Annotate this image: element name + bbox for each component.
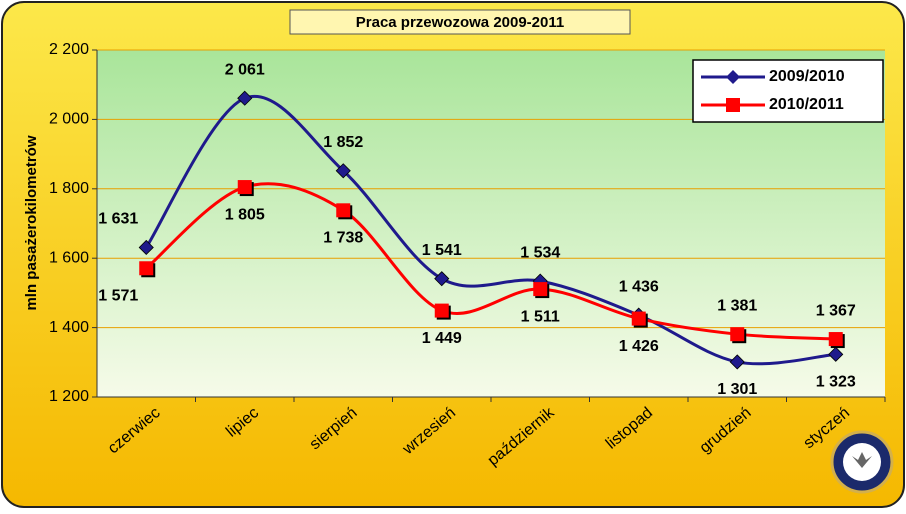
emblem — [830, 430, 894, 494]
data-label: 1 381 — [717, 297, 757, 314]
marker — [336, 203, 351, 218]
marker — [730, 327, 745, 342]
marker — [139, 261, 154, 276]
data-label: 1 367 — [816, 302, 856, 319]
y-tick-label: 1 400 — [49, 319, 89, 336]
data-label: 2 061 — [225, 61, 265, 78]
marker — [237, 180, 252, 195]
data-label: 1 805 — [225, 206, 265, 223]
chart-title: Praca przewozowa 2009-2011 — [356, 14, 564, 31]
data-label: 1 631 — [98, 211, 138, 228]
data-label: 1 426 — [619, 338, 659, 355]
marker — [237, 90, 253, 106]
data-label: 1 436 — [619, 278, 659, 295]
y-tick-label: 1 800 — [49, 180, 89, 197]
data-label: 1 541 — [422, 242, 462, 259]
y-tick-label: 1 200 — [49, 388, 89, 405]
marker — [729, 354, 745, 370]
marker — [434, 303, 449, 318]
marker — [335, 163, 351, 179]
data-label: 1 323 — [816, 374, 856, 391]
marker — [631, 311, 646, 326]
y-axis-label: mln pasażerokilometrów — [23, 135, 40, 310]
marker — [533, 282, 548, 297]
legend-box — [692, 59, 884, 123]
data-label: 1 449 — [422, 330, 462, 347]
legend-label: 2009/2010 — [769, 68, 845, 85]
y-tick-label: 2 000 — [49, 111, 89, 128]
data-label: 1 852 — [323, 134, 363, 151]
data-label: 1 301 — [717, 381, 757, 398]
data-label: 1 534 — [520, 244, 560, 261]
marker — [434, 271, 450, 287]
legend-marker — [726, 70, 740, 84]
data-label: 1 571 — [98, 287, 138, 304]
y-tick-label: 2 200 — [49, 41, 89, 58]
title-box — [289, 9, 631, 35]
data-label: 1 511 — [521, 308, 560, 325]
legend-label: 2010/2011 — [769, 96, 844, 113]
y-tick-label: 1 600 — [49, 249, 89, 266]
legend-marker — [726, 98, 740, 112]
marker — [828, 346, 844, 362]
data-label: 1 738 — [323, 230, 363, 247]
marker — [828, 332, 843, 347]
marker — [138, 239, 154, 256]
